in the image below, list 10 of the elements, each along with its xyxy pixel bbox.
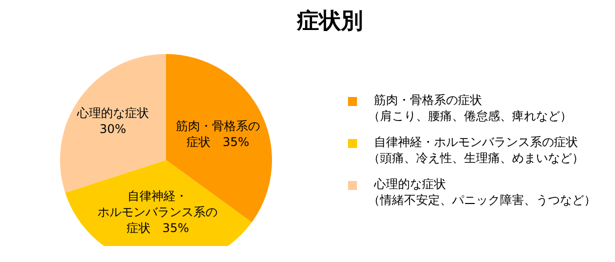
data-label: 自律神経・ホルモンバランス系の症状 35% xyxy=(96,188,219,236)
text: （情緒不安定、パニック障害、うつなど） xyxy=(368,192,596,208)
text: （肩こり、腰痛、倦怠感、痺れなど） xyxy=(368,108,572,124)
data-label: 筋肉・骨格系の症状 35% xyxy=(176,118,260,149)
legend-label: 自律神経・ホルモンバランス系の症状 xyxy=(374,134,579,150)
chart-title: 症状別 xyxy=(296,8,364,36)
data-label: 心理的な症状 30% xyxy=(76,106,149,136)
text: （頭痛、冷え性、生理痛、めまいなど） xyxy=(368,150,584,166)
legend-label: 心理的な症状 xyxy=(374,176,447,192)
legend-label: 筋肉・骨格系の症状 xyxy=(374,92,483,108)
